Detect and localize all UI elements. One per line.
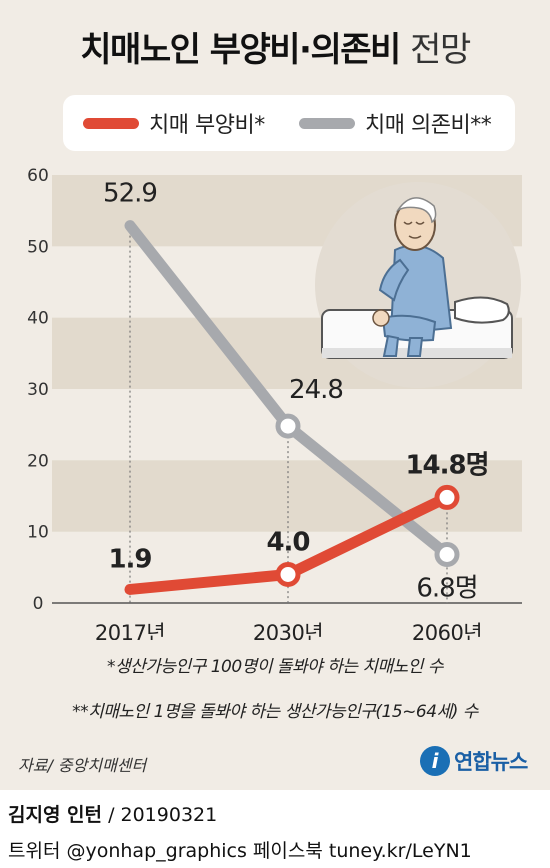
title-bold: 치매노인 부양비·의존비 (80, 30, 401, 70)
yonhap-logo: i 연합뉴스 (420, 743, 528, 779)
data-point-marker (434, 484, 460, 510)
data-label: 4.0 (266, 527, 309, 557)
data-point-marker (275, 561, 301, 587)
y-tick-label: 60 (27, 166, 49, 186)
line-chart: 0 10 20 30 40 50 60 2017년 2030년 2060년 1.9 4.0 14.8명… (27, 166, 522, 640)
legend-label: 치매 부양비* (149, 113, 265, 138)
legend-item-dependency: 치매 부양비* (83, 95, 265, 151)
legend-item-reliance: 치매 의존비** (299, 95, 492, 151)
title-light: 전망 (410, 30, 471, 70)
y-tick-label: 50 (27, 237, 49, 257)
credit-line: 김지영 인턴 / 20190321 (8, 800, 217, 827)
legend-swatch-red (83, 117, 139, 129)
legend-swatch-gray (299, 117, 355, 129)
y-tick-label: 40 (27, 309, 49, 329)
legend-label: 치매 의존비** (365, 113, 492, 138)
data-point-marker (434, 541, 460, 567)
credit-sns: 트위터 @yonhap_graphics 페이스북 tuney.kr/LeYN1 (8, 840, 472, 862)
y-tick-label: 20 (27, 451, 49, 471)
chart-title: 치매노인 부양비·의존비 전망 (0, 22, 550, 71)
data-label: 6.8명 (416, 573, 477, 603)
legend: 치매 부양비* 치매 의존비** (63, 95, 515, 151)
yonhap-logo-text: 연합뉴스 (454, 750, 528, 774)
x-tick-label: 2017년 (95, 621, 165, 640)
y-tick-label: 0 (33, 594, 44, 614)
y-tick-label: 10 (27, 523, 49, 543)
credit-date: / 20190321 (108, 804, 218, 826)
x-tick-label: 2030년 (253, 621, 323, 640)
footnote-dependency: *생산가능인구 100명이 돌봐야 하는 치매노인 수 (107, 657, 444, 677)
y-tick-label: 30 (27, 380, 49, 400)
data-label: 1.9 (108, 544, 151, 574)
yonhap-logo-icon: i (420, 746, 450, 776)
data-label: 14.8명 (405, 450, 488, 480)
data-label: 52.9 (103, 179, 157, 209)
data-point-marker (275, 413, 301, 439)
footnote-reliance: **치매노인 1명을 돌봐야 하는 생산가능인구(15~64세) 수 (72, 702, 478, 722)
data-label: 24.8 (289, 375, 343, 405)
x-tick-label: 2060년 (412, 621, 482, 640)
elderly-man-illustration (315, 182, 521, 388)
source-text: 자료/ 중앙치매센터 (18, 756, 147, 775)
credit-author: 김지영 인턴 (8, 804, 103, 826)
